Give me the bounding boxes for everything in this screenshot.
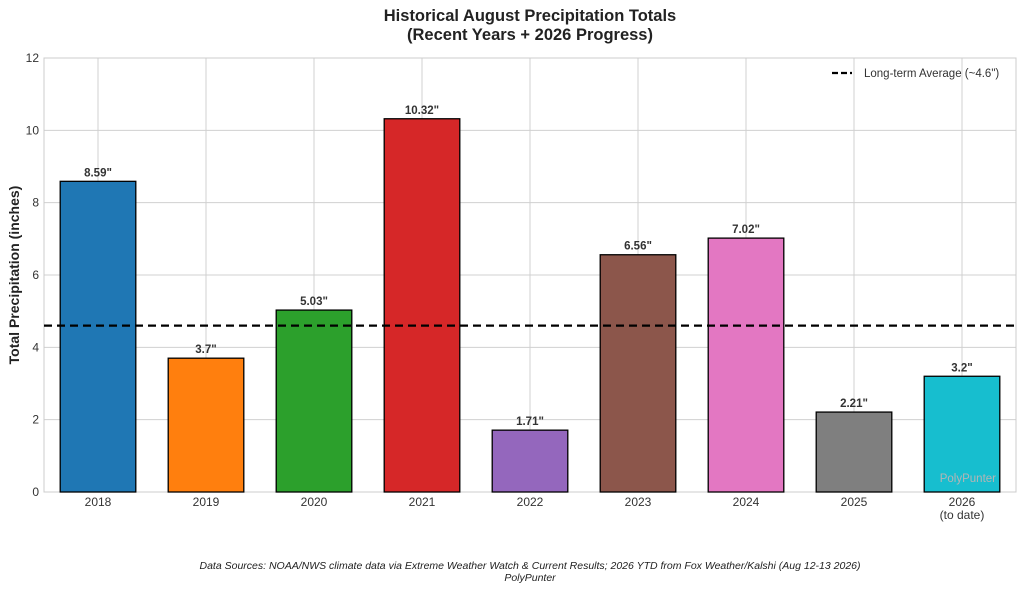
bar-value-label: 6.56" <box>624 241 652 253</box>
bar-2019 <box>167 357 245 493</box>
x-tick-label: 2022 <box>517 495 544 509</box>
x-tick-label: 2019 <box>193 495 220 509</box>
bar-2023 <box>599 254 677 493</box>
bar-2022 <box>491 429 569 493</box>
y-tick-label: 10 <box>26 123 40 137</box>
footer-source-line: PolyPunter <box>504 572 556 584</box>
footer-source-line: Data Sources: NOAA/NWS climate data via … <box>200 560 861 572</box>
y-tick-label: 8 <box>32 196 39 210</box>
chart-title-line: (Recent Years + 2026 Progress) <box>407 26 653 44</box>
y-tick-label: 12 <box>26 51 40 65</box>
x-tick-label: (to date) <box>940 508 985 522</box>
bar-2018 <box>59 180 137 493</box>
legend-label: Long-term Average (~4.6") <box>864 68 999 80</box>
x-tick-label: 2024 <box>733 495 760 509</box>
x-tick-label: 2018 <box>85 495 112 509</box>
bar-value-label: 7.02" <box>732 224 760 236</box>
bar-value-label: 1.71" <box>516 416 544 428</box>
y-tick-label: 2 <box>32 413 39 427</box>
watermark-text: PolyPunter <box>940 473 996 485</box>
bar-value-label: 5.03" <box>300 296 328 308</box>
y-tick-label: 0 <box>32 485 39 499</box>
x-tick-label: 2023 <box>625 495 652 509</box>
y-tick-label: 4 <box>32 340 39 354</box>
bar-2026 <box>923 375 1001 493</box>
x-tick-label: 2025 <box>841 495 868 509</box>
bar-value-label: 10.32" <box>405 105 439 117</box>
bar-value-label: 3.2" <box>951 362 972 374</box>
chart-title-line: Historical August Precipitation Totals <box>384 7 676 25</box>
bar-value-label: 2.21" <box>840 398 868 410</box>
bar-value-label: 8.59" <box>84 167 112 179</box>
x-tick-label: 2020 <box>301 495 328 509</box>
x-tick-label: 2021 <box>409 495 436 509</box>
bar-2020 <box>275 309 353 493</box>
y-tick-label: 6 <box>32 268 39 282</box>
bar-2025 <box>815 411 893 493</box>
bar-value-label: 3.7" <box>195 344 216 356</box>
bar-2024 <box>707 237 785 493</box>
bar-2021 <box>383 118 461 493</box>
x-tick-label: 2026 <box>949 495 976 509</box>
y-axis-label: Total Precipitation (inches) <box>6 186 22 365</box>
